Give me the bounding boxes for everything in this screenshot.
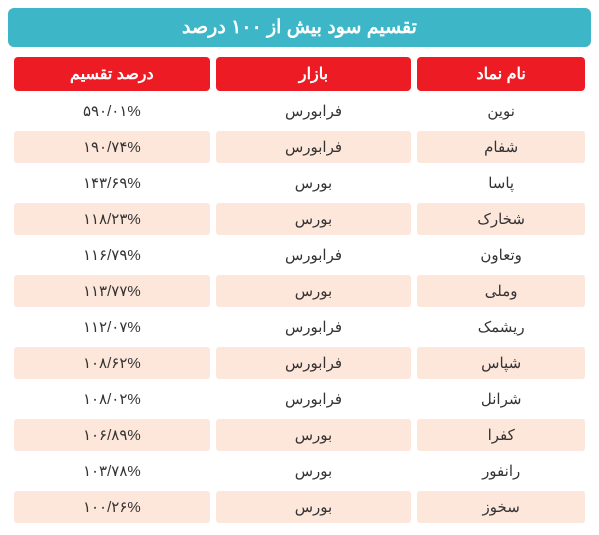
cell-percent: ۱۰۶/۸۹% xyxy=(14,419,210,451)
cell-percent: ۱۴۳/۶۹% xyxy=(14,167,210,199)
cell-percent: ۱۰۰/۲۶% xyxy=(14,491,210,523)
cell-market: فرابورس xyxy=(216,95,412,127)
cell-symbol: شفام xyxy=(417,131,585,163)
table-row: پاسا بورس ۱۴۳/۶۹% xyxy=(14,167,585,199)
cell-symbol: رانفور xyxy=(417,455,585,487)
cell-market: بورس xyxy=(216,419,412,451)
cell-symbol: ریشمک xyxy=(417,311,585,343)
table-row: رانفور بورس ۱۰۳/۷۸% xyxy=(14,455,585,487)
header-percent: درصد تقسیم xyxy=(14,57,210,91)
cell-market: بورس xyxy=(216,275,412,307)
cell-symbol: نوین xyxy=(417,95,585,127)
table-row: نوین فرابورس ۵۹۰/۰۱% xyxy=(14,95,585,127)
header-symbol: نام نماد xyxy=(417,57,585,91)
table-header-row: نام نماد بازار درصد تقسیم xyxy=(14,57,585,91)
table-title: تقسیم سود بیش از ۱۰۰ درصد xyxy=(8,8,591,47)
cell-symbol: شرانل xyxy=(417,383,585,415)
cell-percent: ۱۱۲/۰۷% xyxy=(14,311,210,343)
cell-percent: ۱۱۶/۷۹% xyxy=(14,239,210,271)
cell-symbol: کفرا xyxy=(417,419,585,451)
cell-market: فرابورس xyxy=(216,239,412,271)
cell-percent: ۱۹۰/۷۴% xyxy=(14,131,210,163)
table-row: سخوز بورس ۱۰۰/۲۶% xyxy=(14,491,585,523)
table-row: وملی بورس ۱۱۳/۷۷% xyxy=(14,275,585,307)
cell-market: بورس xyxy=(216,455,412,487)
table-row: وتعاون فرابورس ۱۱۶/۷۹% xyxy=(14,239,585,271)
cell-percent: ۱۱۳/۷۷% xyxy=(14,275,210,307)
cell-symbol: شپاس xyxy=(417,347,585,379)
table-container: تقسیم سود بیش از ۱۰۰ درصد نام نماد بازار… xyxy=(0,0,599,535)
cell-market: فرابورس xyxy=(216,347,412,379)
dividend-table: نام نماد بازار درصد تقسیم نوین فرابورس ۵… xyxy=(8,53,591,527)
cell-symbol: پاسا xyxy=(417,167,585,199)
table-row: کفرا بورس ۱۰۶/۸۹% xyxy=(14,419,585,451)
cell-percent: ۱۰۸/۰۲% xyxy=(14,383,210,415)
cell-symbol: سخوز xyxy=(417,491,585,523)
table-row: شپاس فرابورس ۱۰۸/۶۲% xyxy=(14,347,585,379)
header-market: بازار xyxy=(216,57,412,91)
cell-percent: ۱۱۸/۲۳% xyxy=(14,203,210,235)
cell-percent: ۱۰۳/۷۸% xyxy=(14,455,210,487)
cell-market: فرابورس xyxy=(216,383,412,415)
table-row: شخارک بورس ۱۱۸/۲۳% xyxy=(14,203,585,235)
cell-percent: ۱۰۸/۶۲% xyxy=(14,347,210,379)
cell-symbol: شخارک xyxy=(417,203,585,235)
cell-market: بورس xyxy=(216,491,412,523)
cell-market: بورس xyxy=(216,167,412,199)
table-row: شفام فرابورس ۱۹۰/۷۴% xyxy=(14,131,585,163)
cell-market: فرابورس xyxy=(216,131,412,163)
table-row: ریشمک فرابورس ۱۱۲/۰۷% xyxy=(14,311,585,343)
cell-symbol: وملی xyxy=(417,275,585,307)
table-body: نوین فرابورس ۵۹۰/۰۱% شفام فرابورس ۱۹۰/۷۴… xyxy=(14,95,585,523)
cell-symbol: وتعاون xyxy=(417,239,585,271)
cell-market: فرابورس xyxy=(216,311,412,343)
cell-percent: ۵۹۰/۰۱% xyxy=(14,95,210,127)
table-row: شرانل فرابورس ۱۰۸/۰۲% xyxy=(14,383,585,415)
cell-market: بورس xyxy=(216,203,412,235)
